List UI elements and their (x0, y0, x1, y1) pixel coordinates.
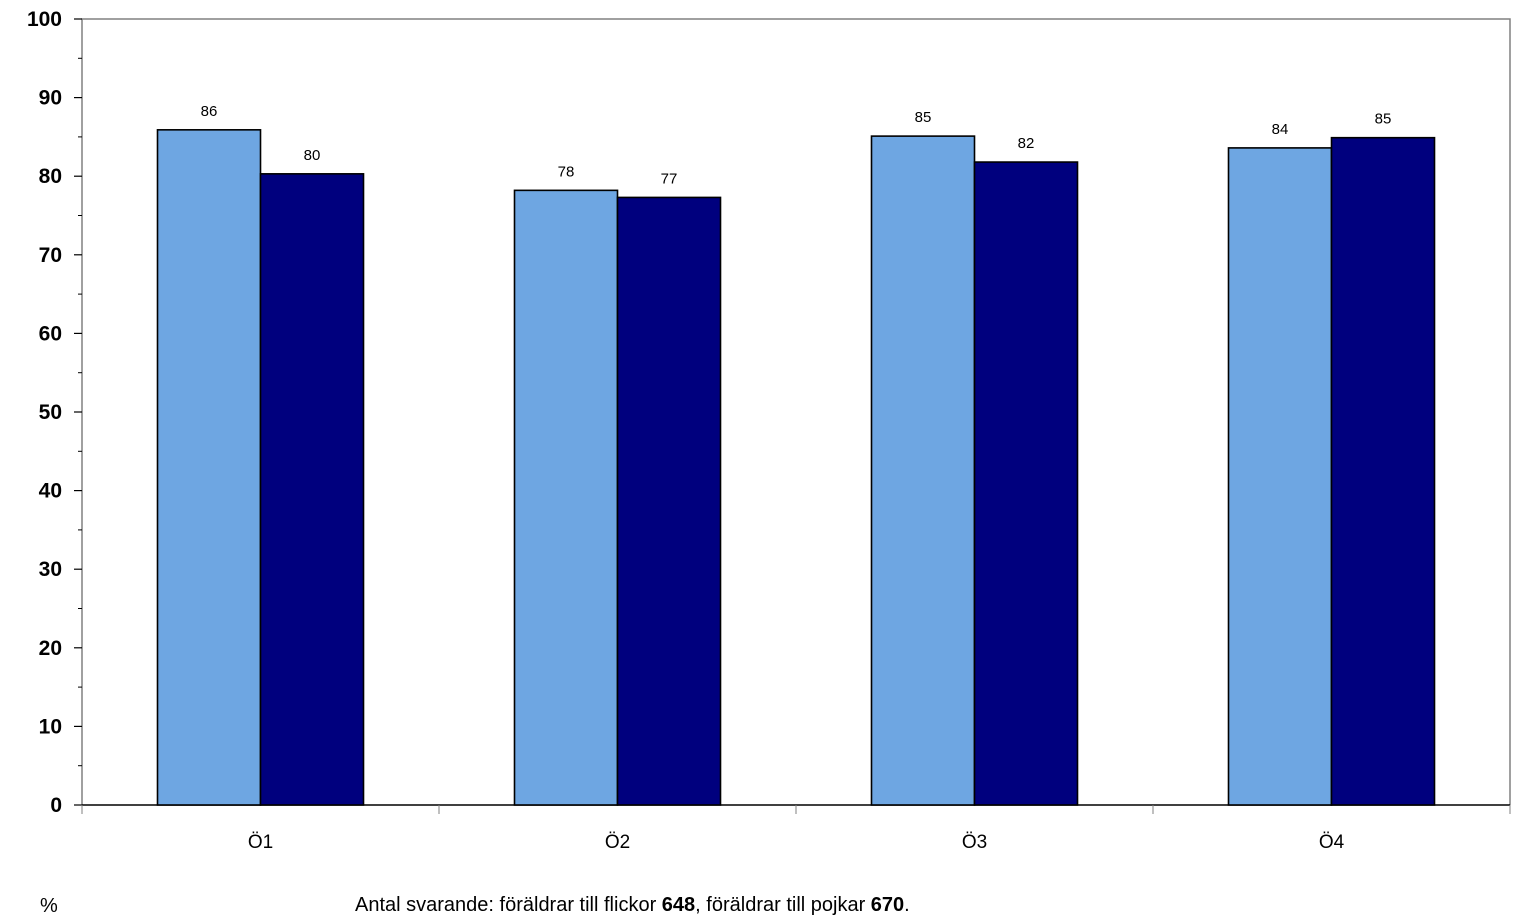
bar (870, 135, 976, 806)
y-tick-label: 10 (39, 715, 62, 738)
y-tick-label: 70 (39, 244, 62, 267)
note-text-3: . (904, 894, 910, 916)
y-tick-label: 20 (39, 637, 62, 660)
y-tick-label: 50 (39, 401, 62, 424)
y-tick-label: 30 (39, 558, 62, 581)
bar (973, 161, 1079, 806)
y-tick-label: 80 (39, 165, 62, 188)
y-tick-label: 60 (39, 322, 62, 345)
data-label: 85 (1375, 111, 1392, 128)
data-label: 82 (1018, 135, 1035, 152)
x-tick-label: Ö1 (248, 832, 273, 853)
bar (513, 189, 619, 806)
y-tick-label: 0 (50, 794, 62, 817)
note-text-1: Antal svarande: föräldrar till flickor (355, 894, 662, 916)
data-label: 85 (915, 109, 932, 126)
bar (156, 129, 262, 806)
data-label: 78 (558, 163, 575, 180)
y-tick-label: 40 (39, 480, 62, 503)
data-label: 80 (304, 147, 321, 164)
note-girls-count: 648 (661, 894, 696, 916)
data-label: 84 (1272, 121, 1289, 138)
y-tick-label: 90 (39, 87, 62, 110)
bar (259, 173, 365, 806)
note-boys-count: 670 (870, 894, 905, 916)
respondents-note: Antal svarande: föräldrar till flickor 6… (355, 894, 910, 917)
bar (616, 196, 722, 806)
note-text-2: , föräldrar till pojkar (695, 894, 871, 916)
x-tick-label: Ö4 (1319, 832, 1345, 853)
data-label: 77 (661, 170, 678, 187)
data-label: 86 (201, 103, 218, 120)
bar (1330, 136, 1436, 806)
unit-label: % (40, 895, 58, 917)
x-tick-label: Ö2 (605, 832, 630, 853)
bar (1227, 147, 1333, 806)
x-tick-label: Ö3 (962, 832, 987, 853)
y-tick-label: 100 (27, 8, 62, 31)
